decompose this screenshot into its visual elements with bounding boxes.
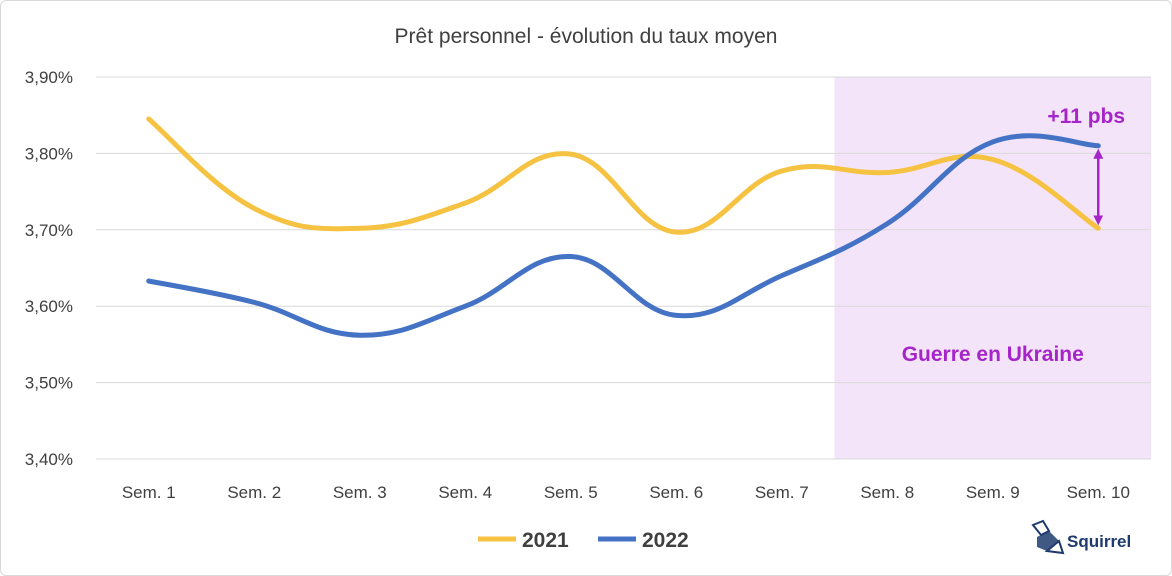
y-tick-label: 3,60% (25, 297, 73, 316)
squirrel-logo-icon (1031, 519, 1065, 555)
x-tick-label: Sem. 1 (122, 483, 176, 502)
y-tick-label: 3,50% (25, 374, 73, 393)
y-tick-label: 3,40% (25, 450, 73, 469)
y-tick-label: 3,90% (25, 68, 73, 87)
x-tick-label: Sem. 9 (966, 483, 1020, 502)
x-tick-label: Sem. 5 (544, 483, 598, 502)
legend-label-2021: 2021 (522, 529, 569, 552)
x-tick-label: Sem. 10 (1067, 483, 1130, 502)
delta-annotation: +11 pbs (1047, 105, 1125, 128)
x-tick-label: Sem. 2 (227, 483, 281, 502)
y-tick-label: 3,80% (25, 144, 73, 163)
region-label: Guerre en Ukraine (902, 343, 1084, 366)
x-tick-label: Sem. 3 (333, 483, 387, 502)
x-tick-label: Sem. 8 (860, 483, 914, 502)
series-line-2022 (146, 133, 1101, 338)
chart-title: Prêt personnel - évolution du taux moyen (395, 25, 778, 48)
squirrel-logo-text: Squirrel (1067, 532, 1131, 551)
legend: 2021 2022 (478, 529, 689, 552)
y-axis-ticks: 3,40% 3,50% 3,60% 3,70% 3,80% 3,90% (25, 68, 73, 469)
squirrel-logo: Squirrel (1031, 519, 1131, 555)
war-shaded-region (834, 77, 1151, 459)
x-tick-label: Sem. 7 (755, 483, 809, 502)
x-tick-label: Sem. 6 (649, 483, 703, 502)
series-line-2021 (146, 116, 1101, 235)
x-tick-label: Sem. 4 (438, 483, 492, 502)
x-axis-ticks: Sem. 1 Sem. 2 Sem. 3 Sem. 4 Sem. 5 Sem. 6 Sem.… (122, 483, 1130, 502)
legend-label-2022: 2022 (642, 529, 689, 552)
y-tick-label: 3,70% (25, 221, 73, 240)
